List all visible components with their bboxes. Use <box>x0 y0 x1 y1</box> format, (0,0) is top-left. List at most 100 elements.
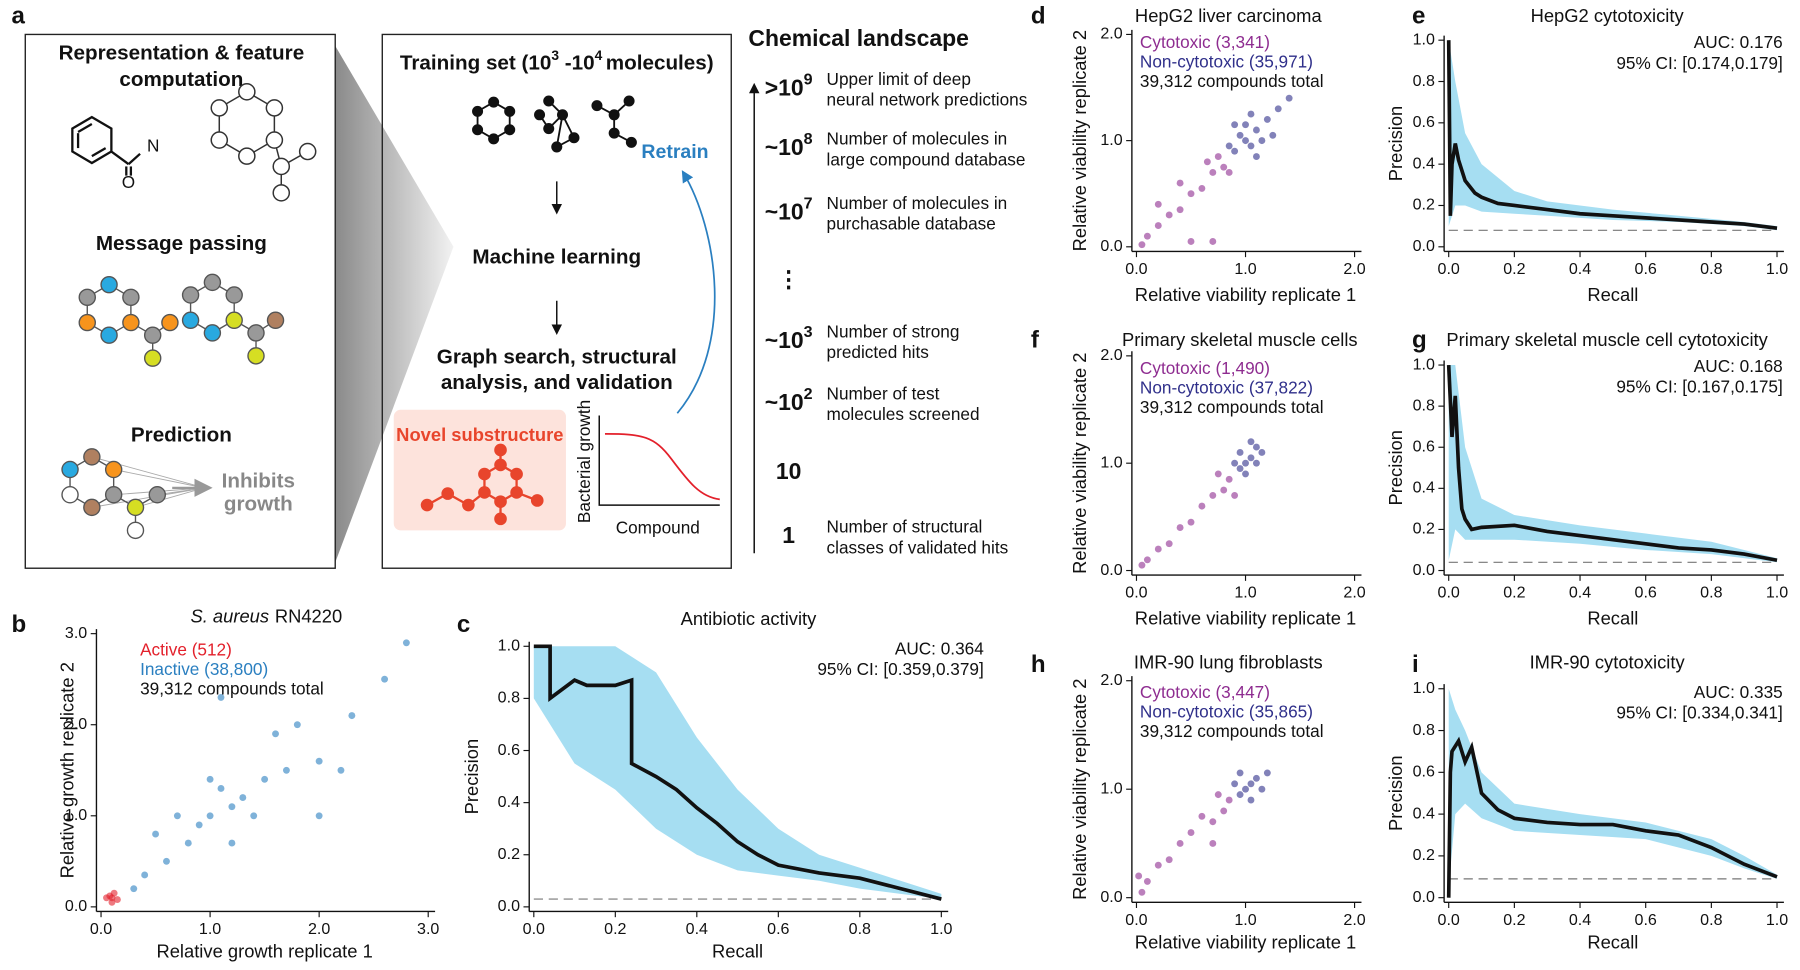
atom-label: O <box>122 172 135 192</box>
magnitude-exponent: 2 <box>804 385 813 403</box>
graph <box>126 521 145 540</box>
point <box>1252 153 1260 160</box>
chart-title-text: IMR-90 cytotoxicity <box>1530 651 1686 672</box>
magnitude-base: ~10 <box>765 389 804 415</box>
y-tick-label: 0.0 <box>1100 888 1122 906</box>
point <box>228 839 236 847</box>
magnitude-exponent: 8 <box>804 130 813 148</box>
x-tick-label: 1.0 <box>1766 911 1788 929</box>
graph <box>78 288 96 307</box>
x-tick-label: 0.0 <box>1438 584 1460 602</box>
point <box>1242 121 1249 129</box>
point <box>1154 222 1162 230</box>
magnitude-description: Number of structural <box>827 517 983 537</box>
graph <box>210 83 317 202</box>
chart-title: Primary skeletal muscle cell cytotoxicit… <box>1446 329 1768 350</box>
y-tick-label: 0.6 <box>498 741 520 759</box>
magnitude-description: predicted hits <box>827 342 929 362</box>
point <box>1252 774 1260 782</box>
y-tick-label: 1.0 <box>65 806 87 824</box>
annotation: 39,312 compounds total <box>140 678 324 698</box>
y-tick-label: 0.0 <box>1100 237 1122 255</box>
graph <box>218 90 276 157</box>
point <box>272 730 279 738</box>
annotation: 39,312 compounds total <box>1140 71 1324 91</box>
y-tick-label: 0.2 <box>498 845 520 863</box>
point <box>1242 459 1249 467</box>
point <box>1236 791 1244 799</box>
molecule <box>478 467 491 481</box>
annotation: 95% CI: [0.334,0.341] <box>1616 703 1782 723</box>
y-tick-label: 0.0 <box>1413 888 1435 906</box>
molecule <box>510 467 523 481</box>
annotation: AUC: 0.168 <box>1694 356 1783 376</box>
retrain-label: Retrain <box>641 141 708 163</box>
pr-curve <box>1446 736 1778 898</box>
point <box>1247 110 1255 118</box>
x-tick-label: 0.6 <box>1635 260 1657 278</box>
point <box>1242 470 1249 478</box>
magnitude-base: ~10 <box>765 134 804 160</box>
point <box>1214 470 1222 478</box>
x-tick-label: 0.4 <box>1569 584 1591 602</box>
point <box>348 712 356 720</box>
point <box>1176 206 1184 214</box>
legend-entry: Inactive (38,800) <box>140 659 268 679</box>
molecule <box>420 443 544 526</box>
point <box>1187 238 1195 245</box>
chart-title-text: IMR-90 lung fibroblasts <box>1134 651 1323 672</box>
point <box>1252 443 1260 451</box>
y-tick-label: 0.0 <box>1413 561 1435 579</box>
point <box>1138 888 1146 896</box>
heading: analysis, and validation <box>441 371 673 394</box>
x-tick-label: 2.0 <box>1343 260 1365 278</box>
point <box>103 894 110 902</box>
arrow <box>676 170 716 414</box>
x-tick-label: 1.0 <box>1766 260 1788 278</box>
x-tick-label: 0.2 <box>1503 911 1525 929</box>
point <box>1274 105 1282 113</box>
heading: computation <box>119 68 243 91</box>
chart-title: IMR-90 cytotoxicity <box>1530 651 1686 672</box>
graph <box>210 99 229 117</box>
x-axis-label: Relative viability replicate 1 <box>1135 608 1356 629</box>
molecule <box>472 95 637 153</box>
point <box>1225 169 1233 176</box>
molecule <box>488 96 500 108</box>
chart-panel: h IMR-90 lung fibroblasts 0.0 1.0 2.0 0.0 1.0 2… <box>1031 651 1366 952</box>
graph <box>143 349 162 367</box>
graph <box>61 486 79 504</box>
magnitude: ~102 <box>765 385 813 415</box>
point <box>195 821 203 829</box>
point <box>1258 785 1266 793</box>
annotation: 95% CI: [0.359,0.379] <box>817 659 983 679</box>
molecule <box>530 494 544 507</box>
panel-label: f <box>1031 326 1040 353</box>
point <box>1176 524 1184 532</box>
panel-label: a <box>12 3 26 30</box>
chart-panel: f Primary skeletal muscle cells 0.0 1.0 2.0 0… <box>1031 326 1366 628</box>
molecule <box>625 136 637 148</box>
point <box>1143 877 1151 885</box>
point <box>1258 449 1266 456</box>
y-tick-label: 1.0 <box>1413 30 1435 48</box>
heading: Machine learning <box>472 246 641 269</box>
magnitude-description: Number of molecules in <box>827 129 1008 149</box>
x-tick-label: 0.0 <box>1125 911 1147 929</box>
point <box>1225 142 1233 150</box>
point <box>1165 540 1173 548</box>
molecule <box>591 100 603 112</box>
point <box>1154 545 1162 553</box>
panel-label: c <box>457 611 470 638</box>
molecule <box>494 458 507 472</box>
point <box>1138 241 1146 249</box>
point <box>261 775 269 783</box>
molecule <box>623 95 635 107</box>
molecule <box>608 109 620 121</box>
point <box>1209 818 1217 826</box>
graph <box>100 326 118 344</box>
bootstrap-band <box>533 646 942 900</box>
point <box>173 812 181 820</box>
y-axis-label: Precision <box>1385 755 1406 831</box>
